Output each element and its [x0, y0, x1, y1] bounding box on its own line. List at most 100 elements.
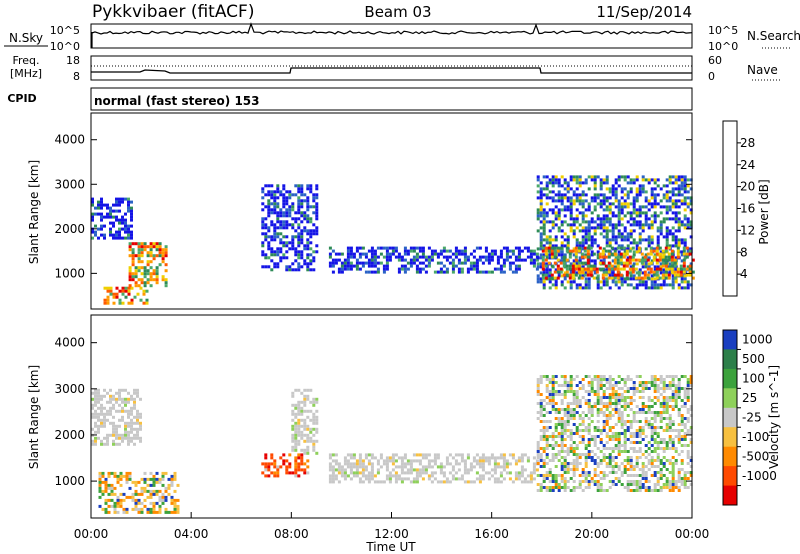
- range-cell: [406, 468, 410, 472]
- range-cell: [364, 252, 368, 256]
- range-cell: [539, 280, 543, 284]
- range-cell: [542, 459, 546, 462]
- range-cell: [122, 492, 126, 496]
- range-cell: [134, 284, 138, 288]
- range-cell: [653, 426, 657, 429]
- velocity-cells: [91, 375, 693, 514]
- range-cell: [270, 202, 274, 206]
- range-cell: [602, 420, 606, 423]
- range-cell: [638, 468, 642, 471]
- range-cell: [545, 268, 549, 272]
- date-title: 11/Sep/2014: [596, 3, 692, 21]
- range-cell: [632, 277, 636, 281]
- range-cell: [647, 408, 651, 411]
- range-cell: [649, 270, 653, 274]
- range-cell: [128, 278, 132, 282]
- range-cell: [424, 270, 428, 274]
- range-cell: [605, 232, 609, 236]
- range-cell: [607, 255, 611, 259]
- range-cell: [97, 206, 100, 210]
- range-cell: [608, 205, 612, 209]
- range-cell: [115, 197, 118, 201]
- range-cell: [119, 471, 123, 475]
- range-cell: [632, 483, 636, 486]
- range-cell: [415, 270, 419, 274]
- range-cell: [288, 471, 292, 475]
- range-cell: [565, 273, 569, 277]
- range-cell: [439, 468, 443, 472]
- range-cell: [267, 468, 271, 472]
- range-cell: [602, 181, 606, 185]
- range-cell: [661, 264, 665, 268]
- range-cell: [303, 388, 307, 392]
- range-cell: [659, 414, 663, 417]
- range-cell: [670, 270, 674, 274]
- range-cell: [655, 276, 659, 280]
- range-cell: [560, 280, 564, 284]
- range-cell: [529, 474, 533, 478]
- range-cell: [689, 196, 693, 200]
- range-cell: [553, 270, 557, 274]
- range-cell: [644, 387, 648, 390]
- range-cell: [391, 249, 395, 253]
- range-cell: [635, 241, 639, 245]
- range-cell: [557, 274, 561, 278]
- range-cell: [104, 510, 108, 514]
- range-cell: [364, 477, 368, 481]
- range-cell: [563, 244, 567, 248]
- range-cell: [688, 249, 692, 253]
- range-cell: [629, 468, 633, 471]
- range-cell: [352, 474, 356, 478]
- range-cell: [288, 247, 292, 251]
- range-cell: [121, 292, 125, 296]
- range-cell: [532, 252, 536, 256]
- range-cell: [643, 258, 647, 262]
- range-cell: [572, 259, 576, 263]
- range-cell: [315, 415, 319, 419]
- range-cell: [137, 507, 141, 511]
- range-cell: [385, 267, 389, 271]
- range-cell: [406, 459, 410, 463]
- range-cell: [303, 400, 307, 404]
- range-cell: [340, 270, 344, 274]
- range-cell: [557, 184, 561, 188]
- range-cell: [107, 492, 111, 496]
- range-cell: [548, 480, 552, 483]
- range-cell: [680, 178, 684, 182]
- range-cell: [674, 175, 678, 179]
- range-cell: [554, 280, 558, 284]
- range-cell: [291, 424, 295, 428]
- range-cell: [566, 414, 570, 417]
- range-cell: [677, 435, 681, 438]
- range-cell: [608, 223, 612, 227]
- range-cell: [581, 217, 585, 221]
- range-cell: [638, 241, 642, 245]
- range-cell: [409, 261, 413, 265]
- range-cell: [309, 259, 313, 263]
- range-cell: [671, 211, 675, 215]
- range-cell: [680, 414, 684, 417]
- range-cell: [121, 436, 124, 440]
- range-cell: [315, 421, 319, 425]
- range-cell: [469, 264, 473, 268]
- range-cell: [596, 426, 600, 429]
- range-cell: [309, 262, 313, 266]
- range-cell: [511, 249, 515, 253]
- range-cell: [539, 244, 543, 248]
- range-cell: [430, 474, 434, 478]
- range-cell: [581, 205, 585, 209]
- range-cell: [358, 252, 362, 256]
- range-cell: [604, 249, 608, 253]
- range-cell: [607, 267, 611, 271]
- range-cell: [430, 252, 434, 256]
- range-cell: [569, 217, 573, 221]
- range-cell: [170, 480, 174, 484]
- range-cell: [130, 418, 133, 422]
- range-cell: [566, 417, 570, 420]
- range-cell: [584, 271, 588, 275]
- range-cell: [267, 190, 271, 194]
- range-cell: [161, 275, 165, 279]
- range-cell: [297, 196, 301, 200]
- range-cell: [415, 453, 419, 457]
- range-cell: [584, 390, 588, 393]
